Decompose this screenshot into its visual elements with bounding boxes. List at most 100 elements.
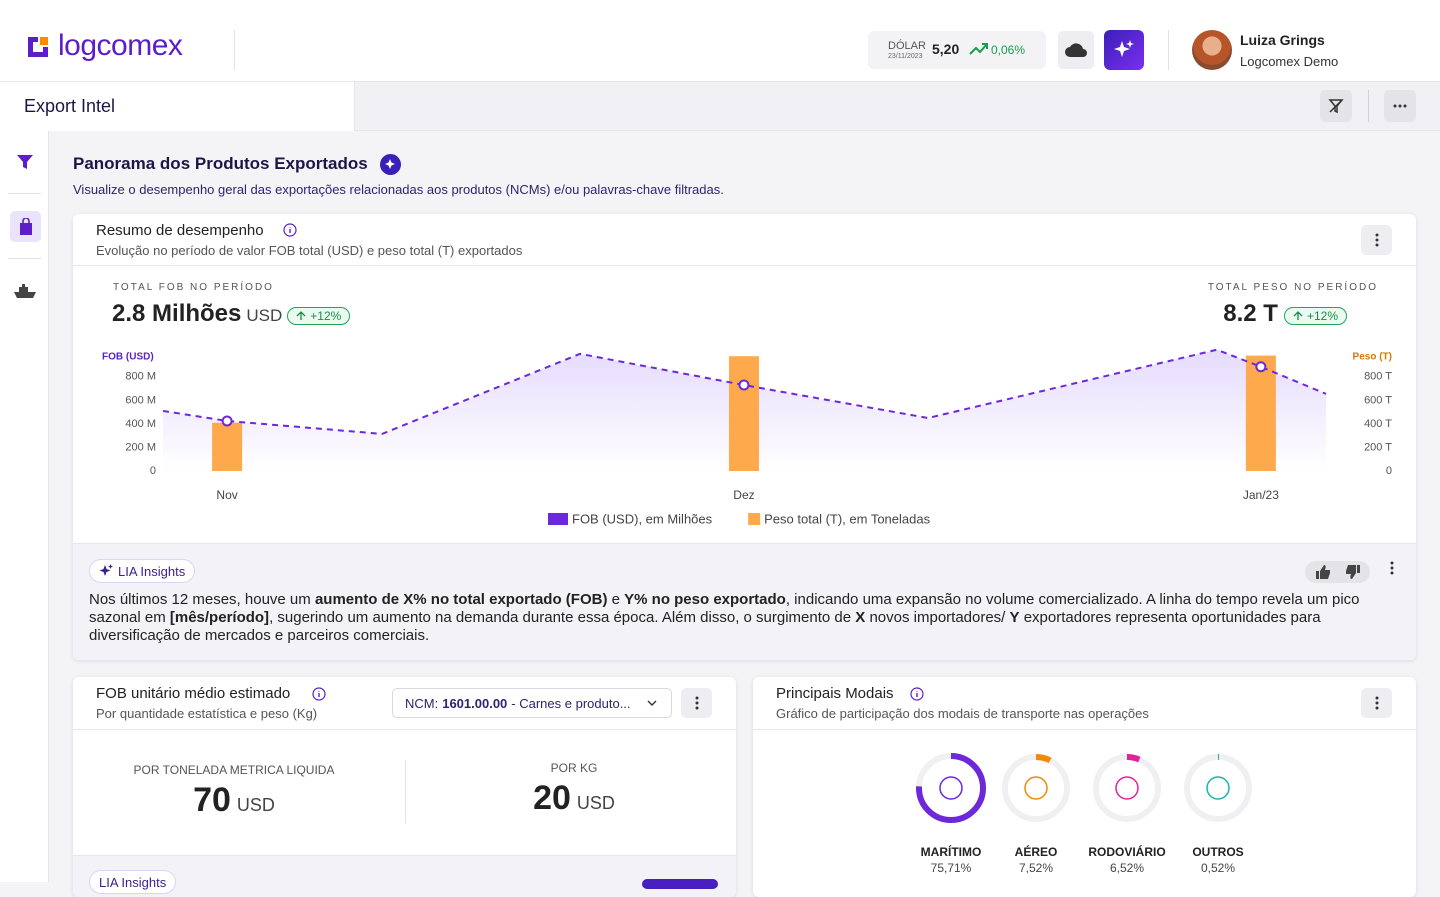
feedback-buttons: [1305, 561, 1370, 583]
kebab-icon: [1375, 696, 1378, 710]
modal-icon: [1024, 776, 1048, 800]
insights-segment: aumento de X% no total exportado (FOB): [314, 591, 608, 608]
modal-icon: [1115, 776, 1139, 800]
kebab-icon: [695, 696, 698, 710]
donut-track: [1184, 754, 1252, 822]
ncm-select[interactable]: NCM: 1601.00.00 - Carnes e produto...: [392, 688, 672, 718]
bag-icon: [19, 217, 32, 235]
modal-share: 75,71%: [931, 861, 972, 875]
card-title: FOB unitário médio estimado: [96, 685, 291, 702]
avatar[interactable]: [1192, 30, 1232, 70]
modals-card: Principais Modais Gráfico de participaçã…: [753, 677, 1416, 897]
modal-name: MARÍTIMO: [921, 844, 982, 859]
modal-share: 0,52%: [1201, 861, 1235, 875]
filter-off-icon: [1328, 99, 1344, 114]
fob-change: +12%: [310, 309, 342, 323]
per-tonne: 70 USD: [73, 781, 395, 820]
insights-badge[interactable]: LIA Insights: [89, 559, 196, 583]
per-tonne-label: POR TONELADA METRICA LIQUIDA: [133, 763, 335, 777]
dollar-rate: 5,20: [932, 41, 960, 57]
more-button[interactable]: [1384, 90, 1416, 122]
donut-track: [1002, 754, 1070, 822]
weight-total-value: 8.2 T: [1223, 300, 1278, 327]
dots-icon: [1393, 104, 1407, 108]
info-icon[interactable]: [910, 687, 924, 701]
toolbar: Export Intel: [0, 82, 1440, 131]
ship-icon[interactable]: [13, 283, 37, 299]
dollar-change: 0,06%: [991, 43, 1026, 57]
info-icon[interactable]: [283, 223, 297, 237]
cloud-icon: [1065, 43, 1087, 57]
insights-segment: exportadores representa oportunidades pa…: [89, 609, 1321, 644]
per-kg-value: 20: [533, 779, 571, 817]
fob-change-badge: +12%: [287, 307, 351, 325]
donut-arc: [1184, 754, 1252, 822]
user-org: Logcomex Demo: [1240, 54, 1339, 69]
ncm-prefix: NCM:: [405, 695, 439, 711]
per-tonne-unit: USD: [236, 795, 275, 815]
fob-total: 2.8 Milhões USD +12%: [112, 300, 351, 328]
modal-share: 6,52%: [1110, 861, 1144, 875]
kebab-icon: [1375, 233, 1378, 247]
ai-badge[interactable]: [380, 154, 401, 175]
card-title: Principais Modais: [776, 685, 894, 702]
card-subtitle: Evolução no período de valor FOB total (…: [96, 243, 523, 258]
modal-name: AÉREO: [1015, 844, 1058, 859]
insights-segment: X: [855, 609, 866, 626]
performance-card: Resumo de desempenho Evolução no período…: [73, 214, 1416, 660]
fob-total-unit: USD: [246, 306, 283, 325]
modal-name: RODOVIÁRIO: [1088, 844, 1165, 859]
card-title: Resumo de desempenho: [96, 222, 264, 239]
action-button[interactable]: [642, 879, 718, 889]
insights-segment: e: [607, 591, 625, 608]
info-icon[interactable]: [312, 687, 326, 701]
divider: [73, 729, 736, 730]
toolbar-title-box: Export Intel: [0, 82, 355, 131]
ai-button[interactable]: [1104, 30, 1144, 70]
insights-segment: Y% no peso exportado: [624, 591, 786, 608]
per-kg: 20 USD: [415, 779, 733, 818]
insights-text: Nos últimos 12 meses, houve um aumento d…: [89, 591, 1379, 645]
weight-total-label: TOTAL PESO NO PERÍODO: [1207, 282, 1378, 293]
insights-badge[interactable]: LIA Insights: [89, 870, 177, 894]
divider: [405, 760, 406, 823]
clear-filter-button[interactable]: [1320, 90, 1352, 122]
filter-icon[interactable]: [16, 153, 34, 171]
section-title: Panorama dos Produtos Exportados: [73, 154, 368, 173]
insights-segment: , indicando uma expansão no volume comer…: [89, 591, 1360, 626]
arrow-up-icon: [296, 311, 306, 320]
section-subtitle: Visualize o desempenho geral das exporta…: [73, 182, 724, 197]
modal-icon: [1206, 776, 1230, 800]
products-nav[interactable]: [10, 211, 41, 242]
insights-segment: novos importadores/: [865, 609, 1010, 626]
divider: [8, 193, 41, 194]
card-subtitle: Por quantidade estatística e peso (Kg): [96, 706, 318, 721]
insights-segment: Nos últimos 12 meses, houve um: [89, 591, 315, 608]
cloud-button[interactable]: [1058, 31, 1094, 69]
thumb-up-icon[interactable]: [1315, 564, 1331, 580]
card-menu-button[interactable]: [1361, 225, 1392, 255]
card-menu-button[interactable]: [681, 688, 712, 718]
thumb-down-icon[interactable]: [1345, 564, 1361, 580]
top-bar: logcomex DÓLAR 23/11/2023 5,20 0,06% Lui…: [0, 0, 1440, 82]
donut-arc: [916, 753, 986, 823]
card-subtitle: Gráfico de participação dos modais de tr…: [776, 706, 1149, 721]
weight-change-badge: +12%: [1283, 307, 1347, 325]
chevron-icon: [647, 700, 657, 706]
dollar-label: DÓLAR: [888, 40, 926, 52]
per-tonne-value: 70: [193, 781, 231, 819]
card-menu-button[interactable]: [1361, 688, 1392, 718]
per-kg-unit: USD: [576, 793, 615, 813]
insights-menu[interactable]: [1390, 561, 1394, 575]
per-kg-label: POR KG: [550, 761, 598, 775]
weight-total: 8.2 T +12%: [1223, 300, 1347, 328]
user-name: Luiza Grings: [1240, 32, 1325, 48]
logo-text: logcomex: [58, 29, 183, 62]
insights-panel: LIA Insights Nos últimos 12 meses, houve…: [73, 543, 1416, 660]
divider: [8, 258, 41, 259]
sparkle-icon: [1114, 40, 1134, 57]
divider: [73, 265, 1416, 266]
insights-badge-text: LIA Insights: [118, 563, 186, 579]
dollar-box: DÓLAR 23/11/2023 5,20 0,06%: [868, 31, 1046, 69]
trend-icon: [969, 43, 988, 55]
